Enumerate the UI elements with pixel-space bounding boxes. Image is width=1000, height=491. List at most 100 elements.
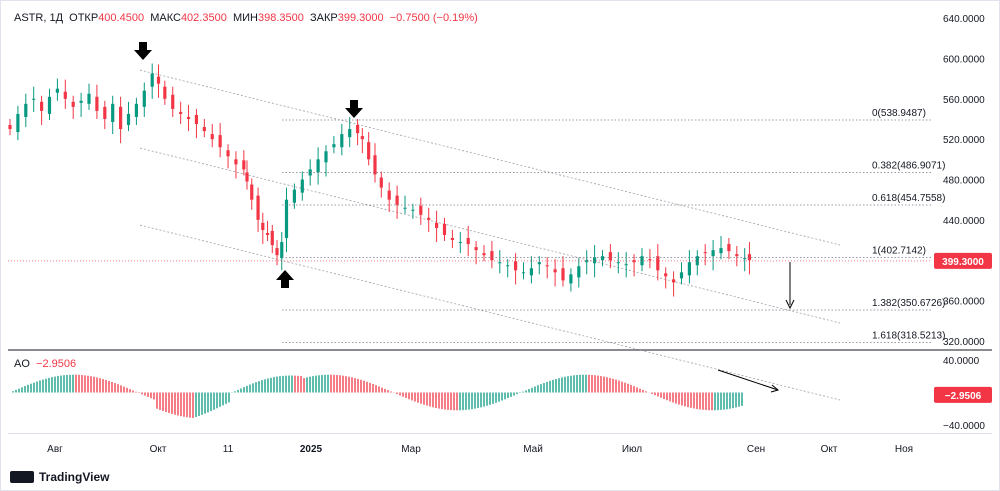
fib-level-label: 1.382(350.6726): [872, 298, 945, 309]
candle-body: [284, 199, 289, 239]
y-axis-tick-label: 440.0000: [943, 216, 985, 227]
x-axis-tick-label: Мар: [401, 444, 421, 455]
x-axis-tick-label: 2025: [300, 444, 323, 455]
ao-axis-tick-label: −40.0000: [943, 421, 985, 432]
candle-body: [435, 222, 439, 228]
target-arrow-icon: [785, 299, 795, 310]
candle-body: [202, 127, 206, 132]
ao-value-tag-label: −2.9506: [945, 391, 982, 402]
candle-body: [218, 135, 222, 148]
candle-body: [616, 262, 620, 264]
candle-body: [553, 269, 557, 273]
candle-body: [340, 134, 344, 148]
candle-body: [403, 207, 407, 209]
candle-body: [664, 273, 668, 277]
ao-header: AO −2.9506: [14, 358, 76, 370]
candle-body: [498, 262, 502, 264]
candle-body: [250, 184, 254, 200]
channel-line: [139, 147, 841, 324]
candle-body: [482, 253, 486, 256]
candle-body: [466, 238, 470, 245]
fib-level-label: 0.382(486.9071): [872, 161, 945, 172]
candle-body: [687, 262, 691, 276]
candle-body: [514, 261, 518, 271]
ao-trend-arrow: [717, 369, 779, 391]
fib-level-label: 1.618(318.5213): [872, 330, 945, 341]
last-price-label: 399.3000: [942, 257, 984, 268]
candle-body: [703, 252, 707, 254]
candle-body: [632, 260, 636, 263]
change-value: −0.7500 (−0.19%): [389, 12, 478, 24]
candle-body: [119, 106, 123, 130]
candle-body: [427, 217, 431, 220]
candle-body: [537, 262, 541, 265]
candle-body: [126, 113, 131, 126]
candle-body: [275, 248, 279, 256]
candle-body: [300, 179, 304, 193]
candle-body: [32, 98, 36, 100]
candle-body: [743, 258, 747, 260]
candle-body: [569, 274, 573, 284]
candle-body: [142, 90, 146, 107]
candle-body: [47, 96, 52, 114]
candle-body: [179, 111, 183, 114]
candle-body: [226, 150, 230, 157]
channel-line: [139, 69, 841, 246]
candle-body: [624, 264, 628, 266]
candle-body: [16, 113, 20, 133]
candle-body: [79, 100, 83, 103]
candle-body: [280, 242, 284, 259]
x-axis-tick-label: Окт: [150, 444, 167, 455]
candle-body: [87, 93, 91, 104]
ao-value-tag: [934, 386, 992, 403]
tradingview-footer[interactable]: TradingView: [10, 470, 109, 484]
y-axis-tick-label: 640.0000: [943, 14, 985, 25]
top-arrow-down-icon: [134, 42, 152, 60]
candle-body: [593, 257, 597, 264]
candle-body: [442, 223, 447, 235]
candle-body: [656, 256, 660, 271]
candle-body: [270, 230, 274, 246]
candle-body: [171, 94, 175, 109]
high-label: МАКС: [150, 12, 181, 24]
x-axis-tick-label: Июл: [622, 444, 642, 455]
candle-body: [194, 114, 199, 125]
candle-body: [577, 266, 581, 278]
y-axis-tick-label: 480.0000: [943, 176, 985, 187]
ao-value: −2.9506: [36, 358, 77, 370]
high-value: 402.3500: [180, 12, 227, 24]
ao-trend-arrow-icon: [770, 384, 780, 393]
x-axis-tick-label: Ноя: [895, 444, 913, 455]
candle-body: [348, 129, 352, 138]
candle-body: [561, 268, 565, 281]
x-axis-tick-label: Сен: [747, 444, 765, 455]
y-axis-tick-label: 560.0000: [943, 95, 985, 106]
candle-body: [529, 268, 533, 276]
candle-body: [103, 106, 107, 119]
candle-body: [324, 151, 328, 163]
candle-body: [95, 96, 99, 111]
x-axis-tick-label: 11: [223, 444, 234, 455]
candle-body: [261, 222, 265, 230]
candle-body: [8, 125, 12, 130]
candle-body: [521, 272, 526, 274]
candle-body: [71, 101, 75, 107]
x-axis-tick-label: Авг: [47, 444, 63, 455]
close-label: ЗАКР: [309, 12, 338, 24]
candle-body: [474, 247, 478, 251]
fib-level-label: 1(402.7142): [872, 245, 926, 256]
candle-body: [111, 103, 115, 122]
fib-level-label: 0(538.9487): [872, 108, 926, 119]
open-label: ОТКР: [69, 12, 99, 24]
candle-body: [134, 103, 138, 117]
candle-body: [55, 88, 59, 93]
candle-body: [387, 190, 391, 200]
candle-body: [245, 172, 249, 182]
close-value: 399.3000: [337, 12, 384, 24]
tradingview-brand: TradingView: [39, 470, 110, 484]
candle-body: [265, 232, 270, 235]
candle-body: [648, 259, 652, 261]
candle-body: [506, 265, 510, 267]
